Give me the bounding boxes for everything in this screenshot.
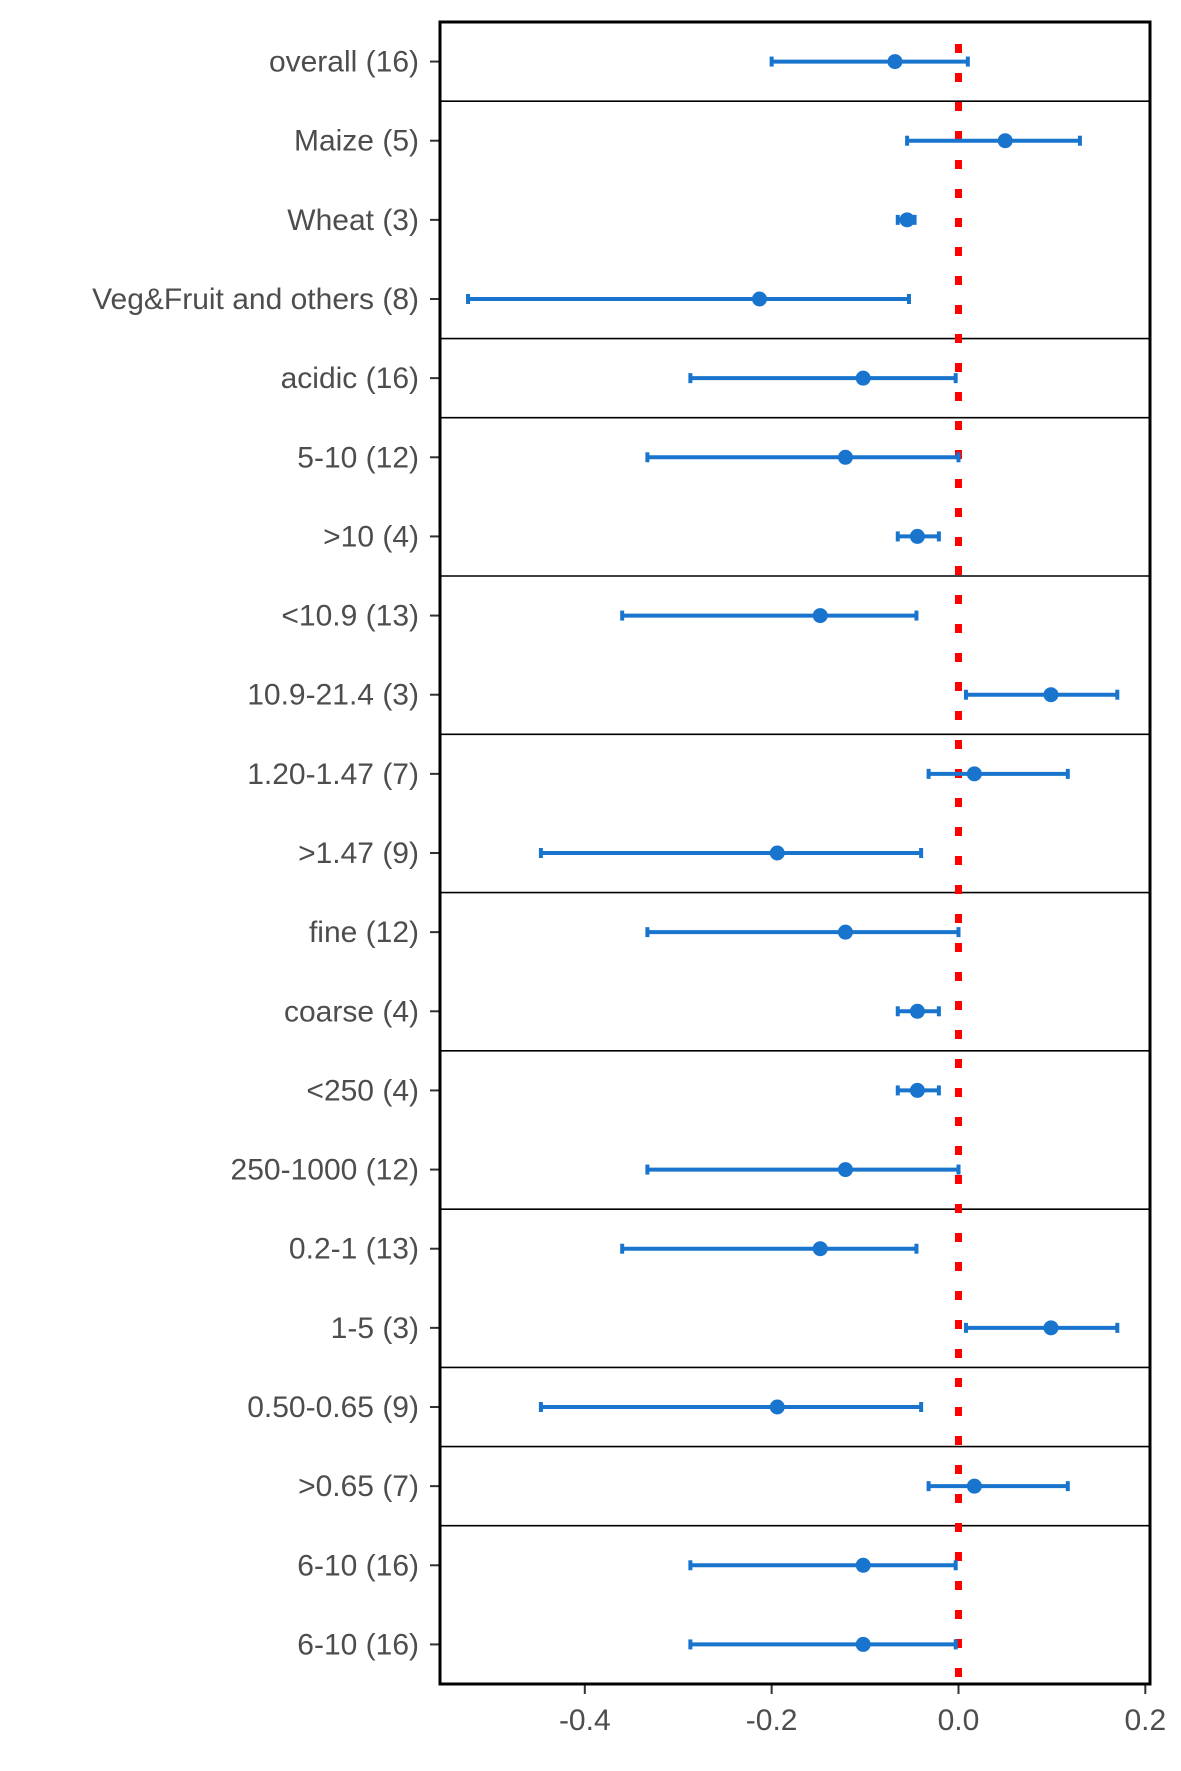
x-tick-label: -0.2 (746, 1704, 798, 1737)
estimate-row (926, 766, 1070, 782)
y-tick-label: Veg&Fruit and others (8) (92, 283, 419, 316)
point-estimate (887, 54, 903, 70)
y-tick-label: 0.50-0.65 (9) (247, 1391, 419, 1424)
y-tick-label: 1.20-1.47 (7) (247, 758, 419, 791)
estimate-row (688, 1636, 958, 1652)
estimate-row (688, 1557, 958, 1573)
estimate-row (895, 1003, 941, 1019)
estimate-row (538, 845, 924, 861)
y-tick-label: 6-10 (16) (297, 1549, 419, 1582)
y-tick-label: Maize (5) (294, 125, 419, 158)
estimate-marks (466, 54, 1120, 1652)
estimate-row (905, 133, 1082, 149)
point-estimate (812, 608, 828, 624)
estimate-row (688, 370, 958, 386)
y-tick-label: 250-1000 (12) (231, 1154, 419, 1187)
y-tick-label: fine (12) (309, 916, 419, 949)
point-estimate (837, 924, 853, 940)
point-estimate (855, 1557, 871, 1573)
point-estimate (909, 528, 925, 544)
y-tick-label: overall (16) (269, 46, 419, 79)
estimate-row (620, 1241, 919, 1257)
x-axis: -0.4 -0.2 0.0 0.2 (559, 1684, 1166, 1737)
y-tick-label: <10.9 (13) (281, 600, 419, 633)
x-tick-label: 0.2 (1124, 1704, 1166, 1737)
x-tick-label: -0.4 (559, 1704, 611, 1737)
y-tick-label: 6-10 (16) (297, 1628, 419, 1661)
y-tick-label: coarse (4) (284, 995, 419, 1028)
point-estimate (769, 845, 785, 861)
estimate-row (963, 687, 1120, 703)
estimate-row (466, 291, 911, 307)
point-estimate (837, 1162, 853, 1178)
point-estimate (997, 133, 1013, 149)
estimate-row (769, 54, 970, 70)
point-estimate (966, 1478, 982, 1494)
point-estimate (909, 1082, 925, 1098)
point-estimate (837, 449, 853, 465)
point-estimate (899, 212, 915, 228)
estimate-row (895, 1082, 941, 1098)
estimate-row (645, 1162, 961, 1178)
point-estimate (1043, 687, 1059, 703)
estimate-row (645, 449, 961, 465)
point-estimate (855, 370, 871, 386)
plot-panel-border (438, 20, 1152, 1686)
y-tick-label: acidic (16) (281, 362, 419, 395)
group-separators (440, 100, 1150, 1527)
point-estimate (769, 1399, 785, 1415)
estimate-row (895, 528, 941, 544)
y-tick-label: >1.47 (9) (298, 837, 419, 870)
y-axis: overall (16) Maize (5) Wheat (3) Veg&Fruit … (92, 46, 440, 1661)
point-estimate (812, 1241, 828, 1257)
point-estimate (966, 766, 982, 782)
y-tick-label: 10.9-21.4 (3) (247, 679, 419, 712)
estimate-row (620, 608, 919, 624)
point-estimate (1043, 1320, 1059, 1336)
estimate-row (895, 212, 917, 228)
y-tick-label: 1-5 (3) (331, 1312, 419, 1345)
y-tick-label: >10 (4) (323, 520, 419, 553)
point-estimate (909, 1003, 925, 1019)
estimate-row (963, 1320, 1120, 1336)
x-tick-label: 0.0 (938, 1704, 980, 1737)
estimate-row (645, 924, 961, 940)
point-estimate (855, 1636, 871, 1652)
estimate-row (926, 1478, 1070, 1494)
y-tick-label: Wheat (3) (287, 204, 419, 237)
estimate-row (538, 1399, 924, 1415)
y-tick-label: 0.2-1 (13) (289, 1233, 419, 1266)
y-tick-label: <250 (4) (306, 1074, 419, 1107)
point-estimate (752, 291, 767, 307)
y-tick-label: 5-10 (12) (297, 441, 419, 474)
y-tick-label: >0.65 (7) (298, 1470, 419, 1503)
